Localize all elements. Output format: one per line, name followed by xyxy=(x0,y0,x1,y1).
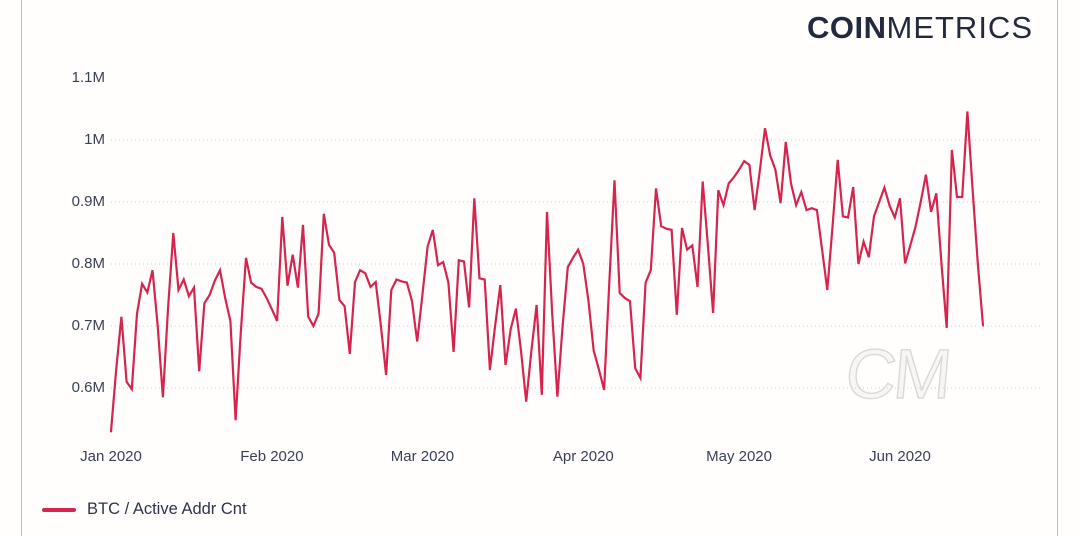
x-axis-label: Jan 2020 xyxy=(80,448,142,465)
x-axis-label: Mar 2020 xyxy=(390,448,455,465)
legend-line-swatch xyxy=(42,507,76,512)
logo-text-coin: COIN xyxy=(807,10,887,45)
legend-item-btc-active-addr-cnt[interactable]: BTC / Active Addr Cnt xyxy=(42,500,247,519)
coinmetrics-logo: COINMETRICS xyxy=(807,10,1033,45)
y-axis-label: 0.6M xyxy=(71,379,105,396)
series-line-btc-active-addr-cnt[interactable] xyxy=(109,111,985,433)
x-axis-label: Feb 2020 xyxy=(240,448,304,465)
y-axis-label: 0.7M xyxy=(71,317,105,334)
y-axis-label: 1.1M xyxy=(71,69,105,86)
y-axis-label: 0.8M xyxy=(71,255,105,272)
x-axis-label: Apr 2020 xyxy=(552,448,614,465)
x-axis-label: May 2020 xyxy=(706,448,772,465)
right-border-line xyxy=(1057,0,1058,536)
legend-label: BTC / Active Addr Cnt xyxy=(87,500,247,518)
y-axis-label: 0.9M xyxy=(71,193,105,210)
left-border-line xyxy=(21,0,22,536)
x-axis-label: Jun 2020 xyxy=(869,448,931,465)
logo-text-metrics: METRICS xyxy=(886,10,1033,45)
y-axis-label: 1M xyxy=(84,131,105,148)
